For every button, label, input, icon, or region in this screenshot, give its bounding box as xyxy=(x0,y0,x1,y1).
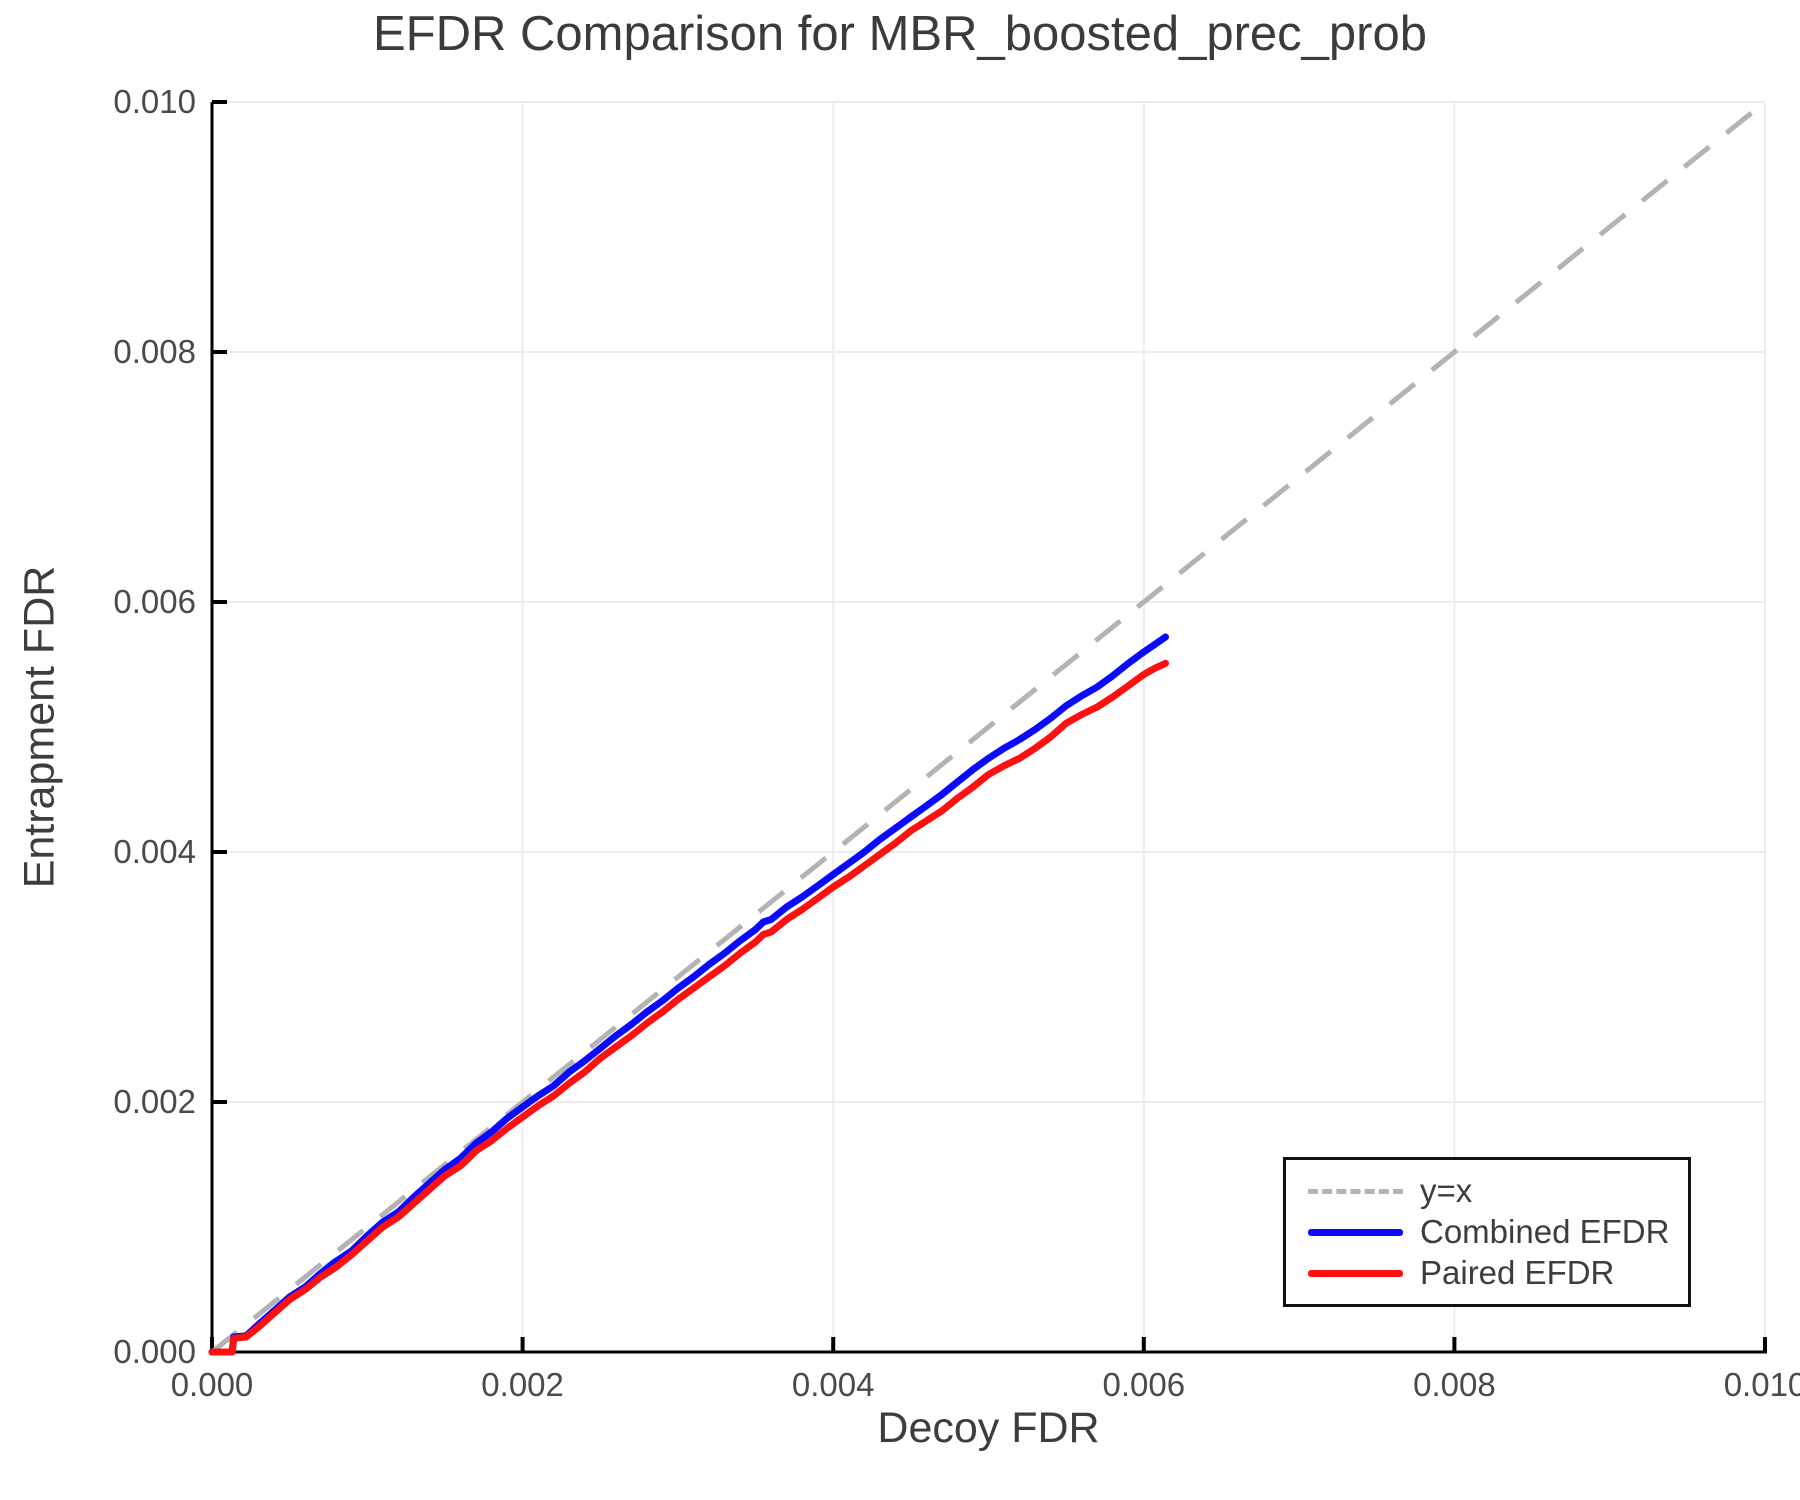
legend-label: y=x xyxy=(1420,1172,1473,1209)
y-tick-label: 0.010 xyxy=(113,83,196,120)
axes-spines xyxy=(210,102,1767,1354)
data-series xyxy=(208,100,1767,1356)
series-line-paired-efdr xyxy=(208,659,1169,1356)
x-tick-label: 0.004 xyxy=(792,1366,875,1403)
legend-item-yx: y=x xyxy=(1308,1172,1688,1210)
y-axis-label: Entrapment FDR xyxy=(15,565,64,889)
x-tick-label: 0.006 xyxy=(1103,1366,1186,1403)
y-tick-label: 0.004 xyxy=(113,833,196,870)
gridlines xyxy=(211,101,1766,1353)
y-tick-labels: 0.000 0.002 0.004 0.006 0.008 0.010 xyxy=(113,83,196,1370)
y-tick-label: 0.000 xyxy=(113,1333,196,1370)
x-tick-label: 0.000 xyxy=(171,1366,254,1403)
x-tick-label: 0.002 xyxy=(481,1366,564,1403)
legend-label: Combined EFDR xyxy=(1420,1213,1670,1250)
legend-item-combined-efdr: Combined EFDR xyxy=(1308,1213,1688,1251)
chart-title: EFDR Comparison for MBR_boosted_prec_pro… xyxy=(373,7,1427,61)
y-tick-label: 0.002 xyxy=(113,1083,196,1120)
red-line-swatch-icon xyxy=(1308,1269,1403,1277)
legend-item-paired-efdr: Paired EFDR xyxy=(1308,1254,1688,1292)
dashed-line-swatch-icon xyxy=(1308,1188,1403,1194)
x-tick-label: 0.010 xyxy=(1724,1366,1800,1403)
legend: y=x Combined EFDR Paired EFDR xyxy=(1283,1157,1691,1307)
x-tick-labels: 0.000 0.002 0.004 0.006 0.008 0.010 xyxy=(171,1366,1800,1403)
x-tick-label: 0.008 xyxy=(1413,1366,1496,1403)
legend-label: Paired EFDR xyxy=(1420,1254,1615,1291)
blue-line-swatch-icon xyxy=(1308,1228,1403,1236)
x-axis-label: Decoy FDR xyxy=(877,1404,1100,1452)
y-tick-label: 0.008 xyxy=(113,333,196,370)
y-tick-label: 0.006 xyxy=(113,583,196,620)
